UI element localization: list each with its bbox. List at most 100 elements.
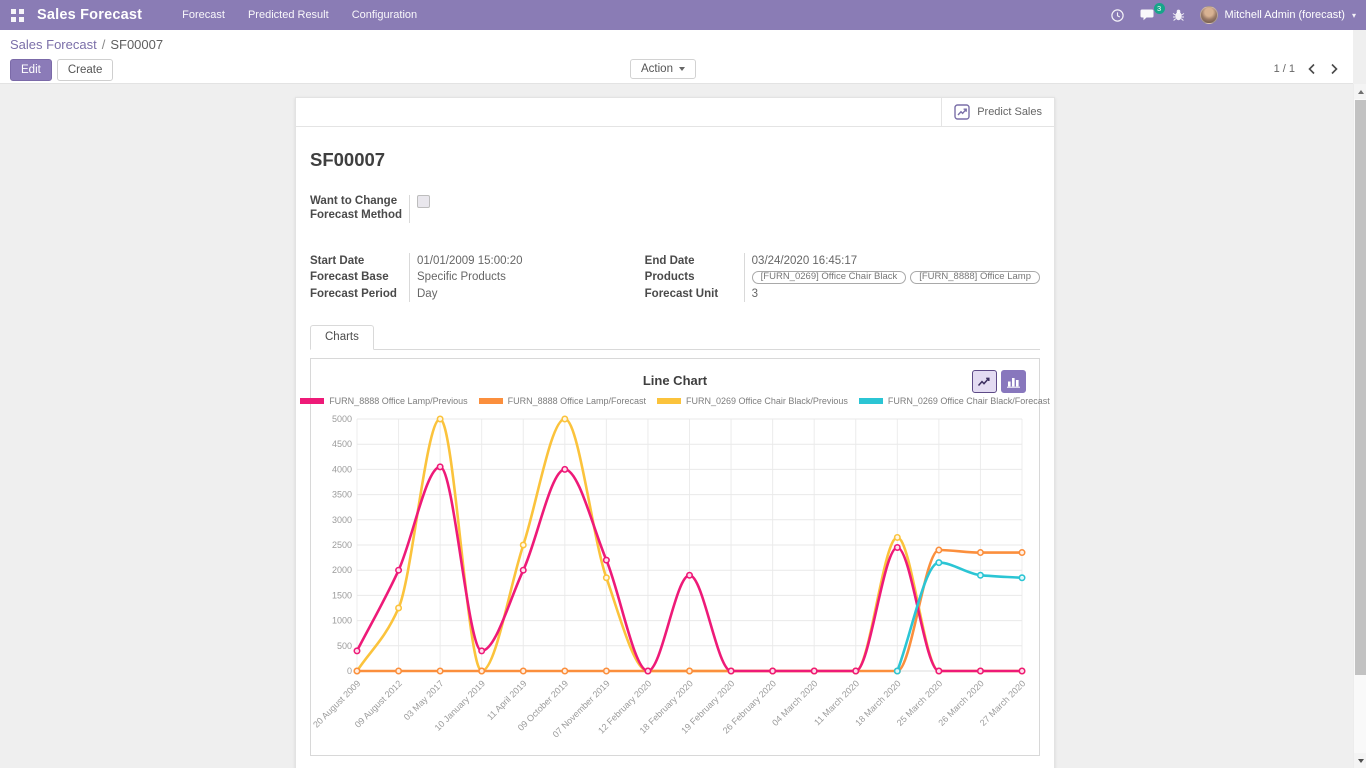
legend-swatch — [657, 398, 681, 405]
chart-data-point — [395, 604, 403, 612]
product-tag: [FURN_0269] Office Chair Black — [751, 271, 907, 285]
legend-item[interactable]: FURN_0269 Office Chair Black/Previous — [657, 396, 848, 406]
chart-data-point — [353, 647, 361, 655]
legend-swatch — [478, 398, 503, 405]
control-panel: Sales Forecast / SF00007 Edit Create Actio… — [0, 30, 1353, 84]
messages-icon[interactable]: 3 — [1140, 3, 1165, 22]
breadcrumb-current: SF00007 — [110, 37, 164, 52]
field-value-forecast-unit: 3 — [751, 287, 759, 300]
bar-chart-toggle-icon[interactable] — [1001, 370, 1026, 394]
form-card: Predict Sales SF00007 Want to Change For… — [295, 97, 1055, 768]
legend-swatch — [300, 398, 325, 405]
chart-data-point — [561, 667, 569, 675]
chart-data-point — [1018, 667, 1026, 675]
field-value-start-date: 01/01/2009 15:00:20 — [417, 255, 523, 267]
y-axis-tick-label: 5000 — [332, 414, 352, 424]
want-to-change-checkbox[interactable] — [417, 195, 430, 208]
predict-sales-label: Predict Sales — [977, 106, 1042, 118]
user-menu[interactable]: Mitchell Admin (forecast) ▾ — [1199, 6, 1356, 24]
chart-data-point — [1018, 574, 1026, 582]
vertical-scrollbar — [1353, 84, 1366, 768]
action-caret-icon — [678, 67, 685, 71]
field-value-products: [FURN_0269] Office Chair Black [FURN_888… — [751, 269, 1040, 285]
y-axis-tick-label: 2000 — [332, 565, 352, 575]
top-navbar: Sales Forecast Forecast Predicted Result… — [0, 0, 1366, 30]
field-value-forecast-period: Day — [417, 287, 438, 300]
chart-data-point — [395, 667, 403, 675]
field-label-start-date: Start Date — [310, 255, 365, 267]
y-axis-tick-label: 1000 — [332, 616, 352, 626]
chart-data-point — [935, 559, 943, 567]
menu-predicted-result[interactable]: Predicted Result — [247, 9, 329, 21]
menu-forecast[interactable]: Forecast — [182, 9, 225, 21]
legend-label: FURN_0269 Office Chair Black/Previous — [686, 396, 848, 407]
field-grid: Start Date Forecast Base Forecast Period… — [310, 253, 1040, 303]
x-axis-tick-label: 11 April 2019 — [485, 679, 529, 723]
chart-data-point — [935, 546, 943, 554]
chart-data-point — [976, 549, 984, 557]
predict-sales-button[interactable]: Predict Sales — [941, 98, 1054, 126]
apps-menu-icon[interactable] — [11, 8, 24, 22]
breadcrumb-parent-link[interactable]: Sales Forecast — [10, 37, 97, 52]
y-axis-tick-label: 1500 — [332, 591, 352, 601]
legend-item[interactable]: FURN_0269 Office Chair Black/Forecast — [858, 396, 1050, 407]
user-menu-caret-icon: ▾ — [1351, 10, 1356, 20]
line-chart-toggle-icon[interactable] — [972, 370, 997, 394]
y-axis-tick-label: 0 — [347, 666, 352, 676]
chart-data-point — [436, 415, 444, 423]
legend-label: FURN_0269 Office Chair Black/Forecast — [887, 396, 1050, 407]
field-group-left: Start Date Forecast Base Forecast Period… — [310, 253, 645, 303]
chart-panel: Line Chart FURN_8888 Office Lamp/Previou… — [300, 358, 1050, 757]
scrollbar-up-icon[interactable] — [1354, 84, 1366, 99]
pager-next-icon[interactable] — [1328, 61, 1341, 77]
breadcrumb-separator: / — [101, 37, 106, 52]
chart-data-point — [727, 667, 735, 675]
scrollbar-thumb[interactable] — [1355, 100, 1366, 675]
record-buttons: Edit Create — [10, 59, 114, 81]
create-button[interactable]: Create — [56, 59, 114, 81]
product-tag: [FURN_8888] Office Lamp — [910, 271, 1040, 285]
debug-icon[interactable] — [1172, 8, 1185, 22]
y-axis-tick-label: 4000 — [332, 465, 352, 475]
legend-label: FURN_8888 Office Lamp/Forecast — [507, 396, 646, 407]
legend-item[interactable]: FURN_8888 Office Lamp/Forecast — [478, 396, 646, 407]
chart-legend: FURN_8888 Office Lamp/Previous FURN_8888 … — [300, 396, 1050, 407]
field-label-end-date: End Date — [644, 255, 695, 267]
field-label-forecast-period: Forecast Period — [310, 287, 397, 300]
chart-data-point — [644, 667, 652, 675]
chart-data-point — [478, 667, 486, 675]
content-area: Predict Sales SF00007 Want to Change For… — [0, 84, 1353, 768]
pager-previous-icon[interactable] — [1305, 61, 1318, 77]
y-axis-tick-label: 3000 — [332, 515, 352, 525]
chart-data-point — [561, 466, 569, 474]
chart-data-point — [935, 667, 943, 675]
predict-sales-icon — [954, 104, 970, 120]
field-want-to-change: Want to Change Forecast Method — [310, 195, 1040, 223]
x-axis-tick-label: 03 May 2017 — [402, 679, 446, 723]
user-name: Mitchell Admin (forecast) — [1224, 9, 1345, 21]
y-axis-tick-label: 500 — [337, 641, 352, 651]
chart-data-point — [602, 556, 610, 564]
chart-type-toggle — [972, 370, 1026, 394]
chart-data-point — [519, 566, 527, 574]
legend-item[interactable]: FURN_8888 Office Lamp/Previous — [300, 396, 468, 407]
tab-charts[interactable]: Charts — [310, 325, 374, 351]
chart-title: Line Chart — [642, 373, 708, 389]
chart-data-point — [436, 463, 444, 471]
edit-button[interactable]: Edit — [10, 59, 52, 81]
chart-data-point — [395, 566, 403, 574]
chart-data-point — [893, 667, 901, 675]
field-value — [409, 195, 430, 223]
action-dropdown[interactable]: Action — [630, 59, 696, 79]
action-dropdown-label: Action — [641, 63, 673, 75]
y-axis-tick-label: 2500 — [332, 540, 352, 550]
legend-label: FURN_8888 Office Lamp/Previous — [329, 396, 468, 407]
chart-data-point — [519, 541, 527, 549]
chart-data-point — [478, 647, 486, 655]
menu-configuration[interactable]: Configuration — [351, 9, 418, 21]
chart-data-point — [769, 667, 777, 675]
chart-data-point — [602, 667, 610, 675]
record-title: SF00007 — [310, 149, 386, 170]
activities-icon[interactable] — [1110, 8, 1125, 23]
scrollbar-down-icon[interactable] — [1354, 753, 1366, 768]
